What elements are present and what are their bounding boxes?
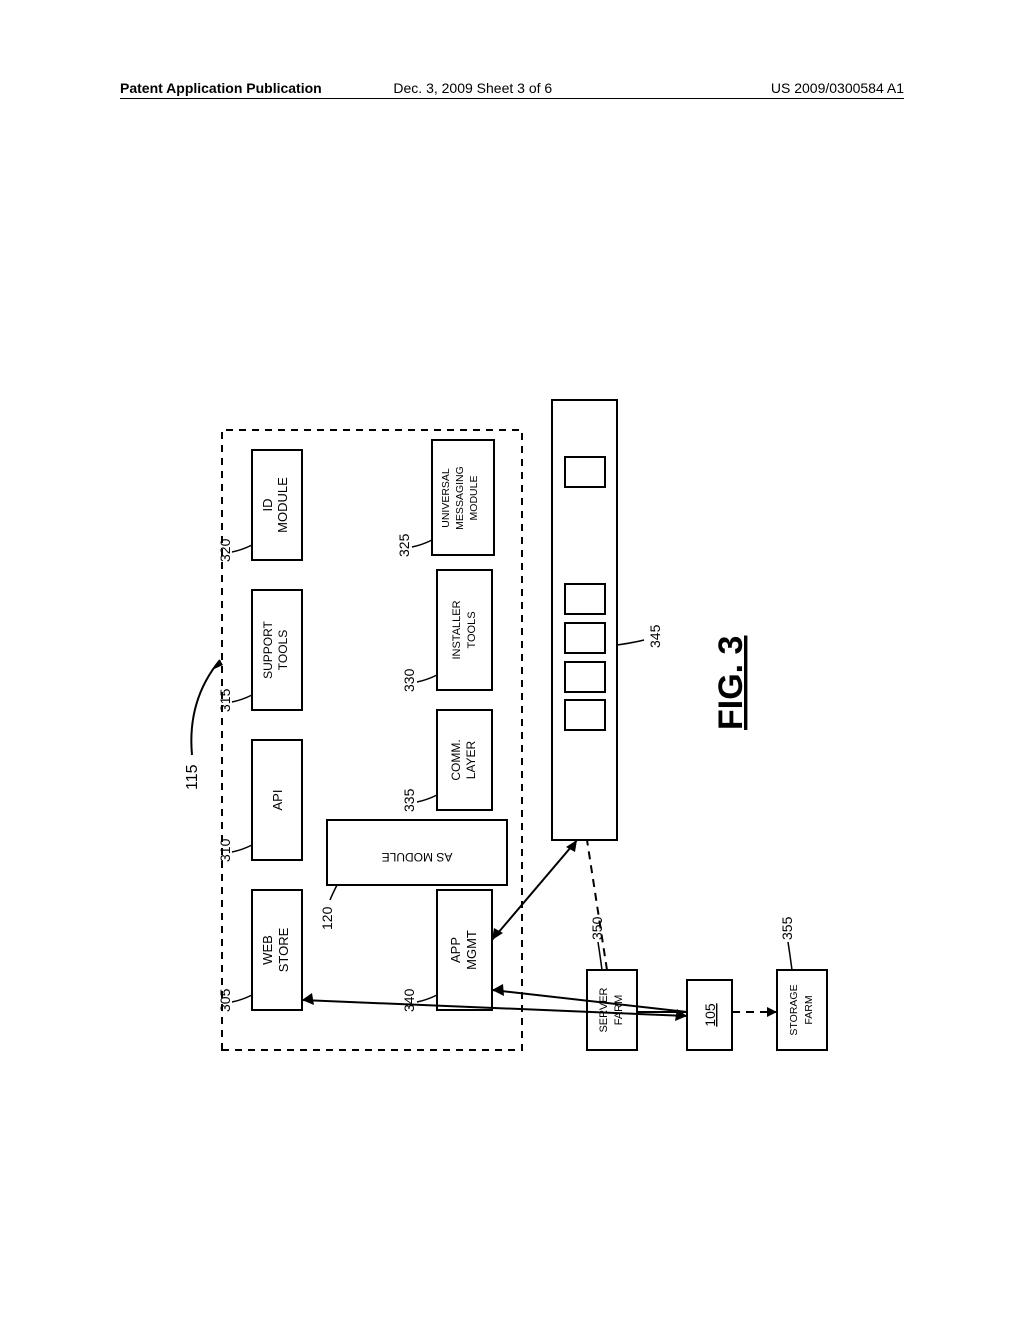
ref-340: 340 — [401, 988, 417, 1012]
svg-text:MODULE: MODULE — [468, 476, 480, 521]
svg-text:STORE: STORE — [276, 927, 291, 972]
svg-text:SUPPORT: SUPPORT — [261, 620, 275, 678]
svg-text:MODULE: MODULE — [275, 477, 290, 533]
svg-text:API: API — [270, 790, 285, 811]
svg-text:AS MODULE: AS MODULE — [382, 850, 453, 864]
ref-105: 105 — [702, 1003, 718, 1027]
svg-text:STORAGE: STORAGE — [788, 984, 800, 1035]
figure-3: 115 WEB STORE 305 API 310 SUPPORT TOOLS … — [182, 230, 842, 1090]
box-id-module: ID MODULE 320 — [217, 450, 302, 562]
ref-345: 345 — [647, 624, 663, 648]
box-server-farm: SERVER FARM 350 — [587, 916, 637, 1050]
box-app-mgmt: APP MGMT 340 — [401, 890, 492, 1012]
ref-355: 355 — [779, 916, 795, 940]
box-support-tools: SUPPORT TOOLS 315 — [217, 590, 302, 712]
box-universal-messaging: UNIVERSAL MESSAGING MODULE 325 — [396, 440, 494, 557]
svg-text:MGMT: MGMT — [464, 930, 479, 970]
figure-label: FIG. 3 — [712, 636, 750, 730]
ref-115: 115 — [184, 764, 201, 790]
svg-text:MESSAGING: MESSAGING — [454, 466, 466, 530]
svg-text:TOOLS: TOOLS — [276, 630, 290, 670]
svg-text:WEB: WEB — [260, 935, 275, 965]
svg-text:APP: APP — [448, 937, 463, 963]
svg-text:COMM.: COMM. — [449, 739, 463, 780]
svg-text:ID: ID — [260, 499, 275, 512]
box-storage-farm: STORAGE FARM 355 — [777, 916, 827, 1050]
svg-text:SERVER: SERVER — [598, 987, 610, 1032]
header-right: US 2009/0300584 A1 — [771, 80, 904, 96]
svg-text:TOOLS: TOOLS — [466, 611, 478, 648]
ref-120: 120 — [319, 906, 335, 930]
ref-305: 305 — [217, 988, 233, 1012]
box-comm-layer: COMM. LAYER 335 — [401, 710, 492, 812]
ref-335: 335 — [401, 788, 417, 812]
ref-330: 330 — [401, 668, 417, 692]
svg-text:LAYER: LAYER — [464, 740, 478, 779]
box-client-105: 105 — [687, 980, 732, 1050]
header-center: Dec. 3, 2009 Sheet 3 of 6 — [393, 80, 552, 96]
ref-325: 325 — [396, 533, 412, 557]
svg-text:UNIVERSAL: UNIVERSAL — [440, 468, 452, 528]
ref-315: 315 — [217, 688, 233, 712]
ref-310: 310 — [217, 838, 233, 862]
svg-text:FARM: FARM — [613, 995, 625, 1026]
ref-320: 320 — [217, 538, 233, 562]
svg-text:FARM: FARM — [803, 995, 815, 1024]
rack-bar: 345 — [552, 400, 663, 840]
header-left: Patent Application Publication — [120, 80, 322, 96]
box-api: API 310 — [217, 740, 302, 862]
box-web-store: WEB STORE 305 — [217, 890, 302, 1012]
svg-text:INSTALLER: INSTALLER — [451, 600, 463, 659]
box-installer-tools: INSTALLER TOOLS 330 — [401, 570, 492, 692]
